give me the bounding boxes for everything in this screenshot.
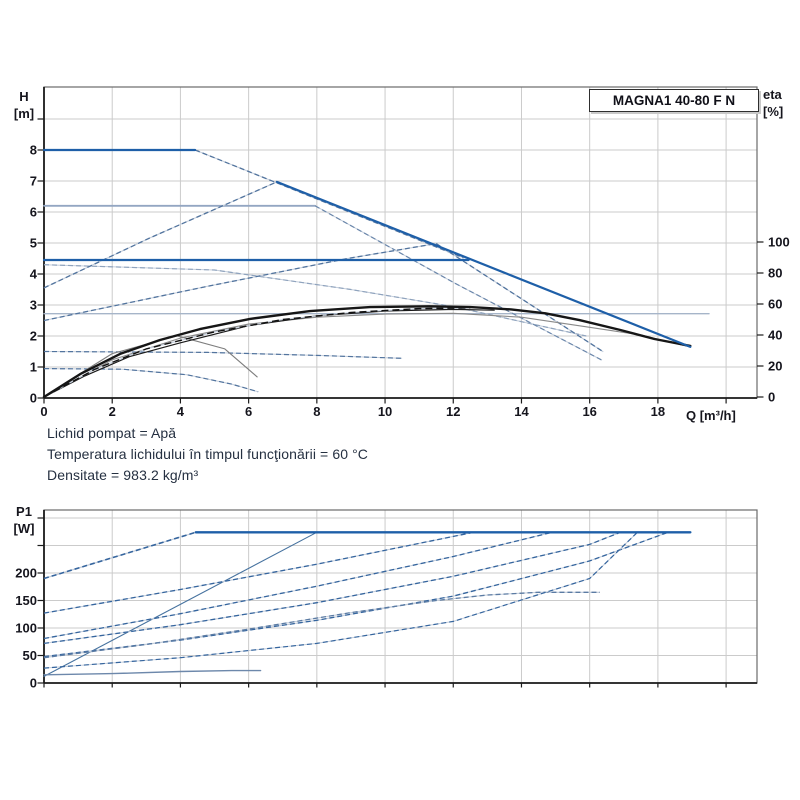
eta-axis-title-unit: [%] (763, 104, 784, 119)
p1-axis-title-symbol: P1 (16, 504, 32, 519)
curve-p1-curve-flat-165 (43, 591, 600, 659)
eta-tick-label: 60 (768, 297, 782, 312)
h-tick-label: 6 (30, 205, 37, 220)
curve-low-curve-1.5 (43, 350, 403, 359)
curve-p1-max-rise (43, 531, 197, 580)
curve-underlay-p1-max-rise (43, 531, 196, 580)
h-tick-label: 0 (30, 391, 37, 406)
q-tick-label: 12 (446, 404, 460, 419)
curve-p1-low-flat-23 (43, 669, 262, 676)
curve-p1-steep-line (43, 531, 318, 677)
p1-tick-label: 50 (23, 648, 37, 663)
eta-tick-label: 20 (768, 359, 782, 374)
curve-underlay-p1-curve-72 (43, 531, 621, 644)
h-axis-title-unit: [m] (13, 106, 35, 121)
h-tick-label: 1 (30, 360, 37, 375)
h-tick-label: 3 (30, 298, 37, 313)
curve-eta-curve-main (42, 305, 692, 399)
curve-underlay-sag-curve-4.3 (43, 264, 587, 337)
h-tick-label: 8 (30, 143, 37, 158)
curve-prop-pressure-2-descent (435, 243, 604, 353)
p1-tick-label: 0 (30, 676, 37, 691)
curve-eta-curve-3 (43, 307, 471, 398)
p1-tick-label: 100 (15, 621, 37, 636)
q-tick-label: 0 (40, 404, 47, 419)
eta-axis-title: eta [%] (763, 86, 800, 120)
h-tick-label: 5 (30, 236, 37, 251)
curve-p1-curve-81 (43, 531, 553, 640)
curve-max-curve-solid (275, 180, 692, 348)
q-tick-label: 18 (651, 404, 665, 419)
info-line-pumped-liquid: Lichid pompat = Apă (47, 425, 177, 441)
eta-tick-label: 40 (768, 328, 782, 343)
h-tick-label: 2 (30, 329, 37, 344)
pump-model-label: MAGNA1 40-80 F N (589, 89, 759, 112)
curve-descent-from-6.2 (314, 205, 603, 361)
eta-tick-label: 0 (768, 390, 775, 405)
p1-axis-title-unit: [W] (13, 521, 35, 536)
p1-axis-title: P1 [W] (6, 503, 42, 537)
curve-prop-pressure-rise-1 (43, 181, 278, 289)
curve-underlay-prop-pressure-rise-2 (43, 243, 437, 322)
h-tick-label: 7 (30, 174, 37, 189)
info-line-liquid-temperature: Temperatura lichidului în timpul funcţio… (47, 446, 368, 462)
plot-border (43, 509, 758, 684)
curve-underlay-eta-curve-3 (43, 307, 471, 398)
h-axis-title-symbol: H (19, 89, 29, 104)
curve-eta-hook-gray (53, 335, 258, 392)
curve-sag-curve-4.3 (43, 264, 587, 337)
curve-underlay-descent-from-6.2 (314, 205, 603, 361)
p1-tick-label: 150 (15, 593, 37, 608)
curve-prop-pressure-rise-2 (43, 242, 437, 322)
q-tick-label: 2 (109, 404, 116, 419)
curve-p1-curve-27 (43, 531, 638, 669)
q-axis-title: Q [m³/h] (686, 408, 736, 423)
curve-underlay-p1-curve-127 (43, 531, 474, 614)
h-tick-label: 4 (30, 267, 38, 282)
eta-tick-label: 80 (768, 266, 782, 281)
curve-eta-curve-gray (43, 312, 690, 398)
q-tick-label: 4 (177, 404, 185, 419)
curve-p1-curve-72 (43, 531, 621, 645)
eta-axis-title-symbol: eta (763, 87, 782, 102)
eta-tick-label: 100 (768, 235, 790, 250)
info-line-density: Densitate = 983.2 kg/m³ (47, 467, 199, 483)
q-tick-label: 6 (245, 404, 252, 419)
q-tick-label: 16 (582, 404, 596, 419)
h-axis-title: H [m] (6, 88, 42, 122)
q-tick-label: 10 (378, 404, 392, 419)
q-tick-label: 8 (313, 404, 320, 419)
p1-tick-label: 200 (15, 566, 37, 581)
q-tick-label: 14 (514, 404, 529, 419)
